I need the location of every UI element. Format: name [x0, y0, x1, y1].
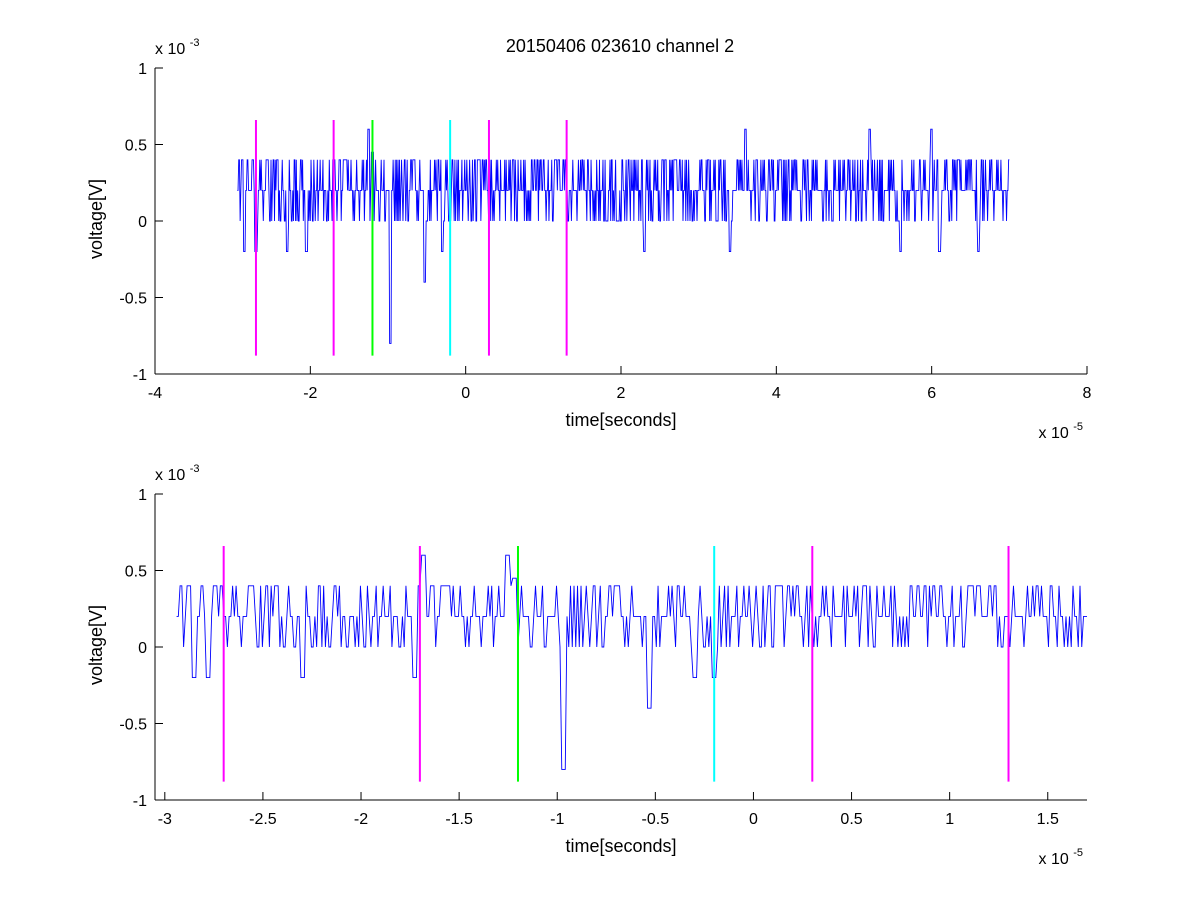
chart1-x-tick-label: 0.5	[840, 811, 862, 828]
chart1-x-tick-label: -2	[354, 811, 368, 828]
chart1-x-tick-label: -1	[550, 811, 564, 828]
chart0-x-multiplier-exp: -5	[1073, 421, 1083, 433]
chart0-y-tick-label: -0.5	[119, 291, 147, 308]
chart1-y-tick-label: -1	[133, 793, 147, 810]
chart1-y-label: voltage[V]	[86, 605, 106, 685]
chart1-y-tick-label: 0	[138, 640, 147, 657]
chart1-x-tick-label: 1	[945, 811, 954, 828]
chart0-signal-series	[237, 128, 1010, 344]
chart1-x-multiplier-exp: -5	[1073, 847, 1083, 859]
chart0-x-tick-label: -4	[148, 385, 162, 402]
chart0-y-tick-label: -1	[133, 367, 147, 384]
chart0-y-tick-label: 0.5	[125, 138, 147, 155]
chart1-y-tick-label: -0.5	[119, 717, 147, 734]
chart1-y-tick-label: 0.5	[125, 564, 147, 581]
chart0-x-tick-label: 0	[461, 385, 470, 402]
chart1-x-tick-label: 0	[749, 811, 758, 828]
chart0-y-tick-label: 1	[138, 61, 147, 78]
chart-title: 20150406 023610 channel 2	[506, 36, 734, 56]
chart1-x-label: time[seconds]	[565, 836, 676, 856]
chart1-signal-series	[176, 554, 1087, 770]
chart0-x-tick-label: 6	[927, 385, 936, 402]
chart0-x-tick-label: 4	[772, 385, 781, 402]
chart0-x-tick-label: -2	[303, 385, 317, 402]
chart1-x-tick-label: -3	[158, 811, 172, 828]
chart0-y-multiplier-exp: -3	[190, 37, 200, 49]
chart0-x-tick-label: 8	[1083, 385, 1092, 402]
overview-plot: -4 -2 0 2 4 6 8 -1 -0.5 0 0.5 1 time[seconds] voltage…	[86, 37, 1092, 442]
chart1-x-tick-label: -1.5	[445, 811, 473, 828]
chart1-x-multiplier: x 10 -5	[1039, 847, 1083, 868]
chart0-x-tick-label: 2	[617, 385, 626, 402]
chart0-x-multiplier: x 10 -5	[1039, 421, 1083, 442]
chart1-x-tick-label: -0.5	[642, 811, 670, 828]
chart1-y-multiplier-exp: -3	[190, 463, 200, 475]
chart1-x-tick-label: 1.5	[1037, 811, 1059, 828]
chart0-y-tick-label: 0	[138, 214, 147, 231]
chart1-y-multiplier: x 10 -3	[155, 463, 199, 484]
chart1-x-tick-label: -2.5	[249, 811, 277, 828]
chart1-y-tick-label: 1	[138, 487, 147, 504]
zoom-plot: -3 -2.5 -2 -1.5 -1 -0.5 0 0.5 1 1.5 -1 -0.5 0 0.5 1 tim…	[86, 463, 1087, 868]
chart0-y-label: voltage[V]	[86, 179, 106, 259]
chart0-x-label: time[seconds]	[565, 410, 676, 430]
chart0-y-multiplier: x 10 -3	[155, 37, 199, 58]
